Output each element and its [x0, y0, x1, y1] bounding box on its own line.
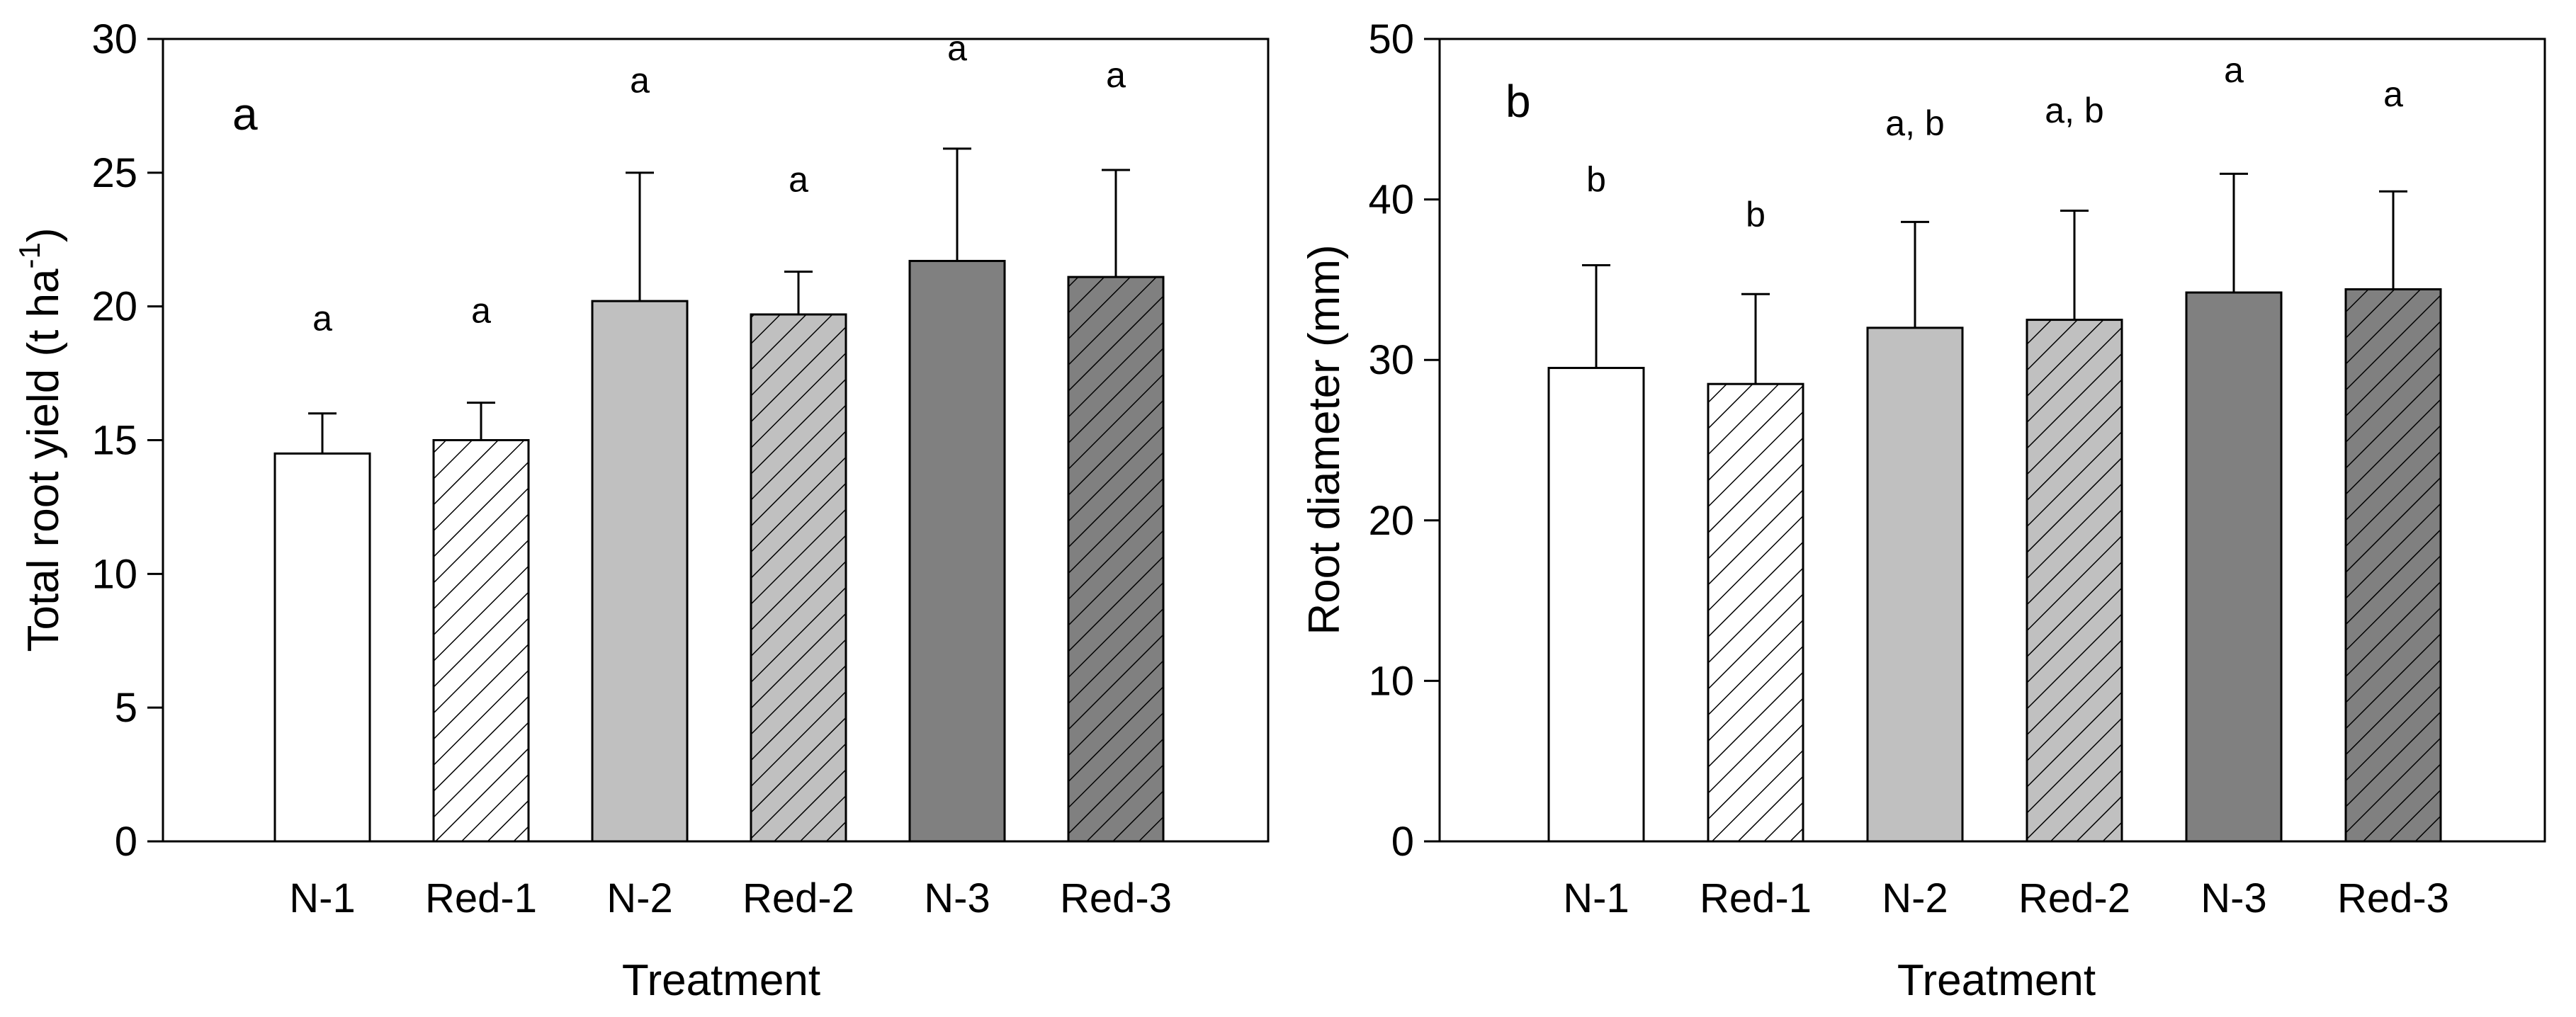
panel-label: b: [1506, 76, 1531, 127]
bar-red-3: [2344, 288, 2442, 843]
significance-label-red-2: a, b: [2045, 91, 2103, 130]
x-tick-label-n-2: N-2: [1882, 875, 1948, 921]
y-tick-label: 40: [1368, 177, 1414, 223]
x-tick-label-red-2: Red-2: [742, 875, 854, 921]
y-tick-label: 25: [91, 150, 137, 196]
panel-label: a: [232, 89, 258, 140]
bar-red-2: [2026, 319, 2123, 843]
x-axis-tick-labels: N-1 Red-1 N-2 Red-2 N-3 Red-3: [289, 875, 1172, 921]
x-tick-label-n-2: N-2: [606, 875, 672, 921]
significance-label-n-2: a: [630, 61, 650, 101]
y-tick-label: 20: [1368, 498, 1414, 544]
bar-red-2: [750, 313, 847, 843]
x-tick-label-red-1: Red-1: [1700, 875, 1812, 921]
y-tick-label: 0: [115, 819, 137, 865]
bar-n-2: [591, 300, 689, 843]
y-axis-ticks: 0 10 20 30 40 50: [1368, 16, 1440, 865]
x-tick-label-n-1: N-1: [1563, 875, 1629, 921]
significance-label-n-1: b: [1586, 159, 1606, 199]
bar-n-2: [1866, 326, 1964, 843]
y-tick-label: 5: [115, 685, 137, 731]
y-tick-label: 10: [1368, 658, 1414, 704]
y-tick-label: 0: [1391, 819, 1414, 865]
x-axis-title: Treatment: [1897, 956, 2096, 1005]
y-tick-label: 10: [91, 551, 137, 597]
y-axis-title: Root diameter (mm): [1300, 244, 1349, 635]
significance-label-red-3: a: [1106, 55, 1126, 95]
x-tick-label-n-3: N-3: [924, 875, 990, 921]
bar-n-1: [1547, 367, 1645, 843]
bars: b b a, b a, b a a: [1547, 50, 2442, 843]
significance-label-n-2: a, b: [1885, 103, 1944, 143]
significance-label-red-1: a: [471, 290, 491, 330]
x-tick-label-n-3: N-3: [2201, 875, 2266, 921]
y-tick-label: 30: [91, 16, 137, 62]
y-axis-title-exponent: -1: [13, 242, 46, 268]
significance-label-red-3: a: [2383, 74, 2403, 114]
bar-n-3: [908, 259, 1006, 843]
y-axis-title: Total root yield (t ha-1): [13, 227, 68, 652]
y-axis-ticks: 0 5 10 15 20 25 30: [91, 16, 163, 865]
bars: a a a a a a: [273, 28, 1165, 843]
significance-label-n-1: a: [312, 299, 332, 339]
x-tick-label-red-2: Red-2: [2018, 875, 2130, 921]
significance-label-n-3: a: [2224, 50, 2244, 90]
significance-label-red-2: a: [789, 159, 808, 199]
bar-n-1: [273, 452, 371, 843]
plot-area-frame: [1438, 38, 2546, 843]
x-tick-label-red-3: Red-3: [2337, 875, 2449, 921]
y-tick-label: 20: [91, 284, 137, 330]
x-tick-label-n-1: N-1: [289, 875, 355, 921]
x-axis-tick-labels: N-1 Red-1 N-2 Red-2 N-3 Red-3: [1563, 875, 2449, 921]
bar-red-1: [1707, 382, 1804, 843]
y-tick-label: 15: [91, 418, 137, 464]
y-tick-label: 30: [1368, 337, 1414, 383]
bar-red-3: [1067, 275, 1165, 843]
y-tick-label: 50: [1368, 16, 1414, 62]
significance-label-n-3: a: [947, 28, 967, 68]
panel-b: b 0 10 20 30 40 50 b b a, b a, b a a N-1 Red-1 N-2 Re…: [1300, 16, 2546, 1005]
bar-n-3: [2185, 291, 2283, 843]
significance-label-red-1: b: [1746, 195, 1766, 234]
x-tick-label-red-3: Red-3: [1060, 875, 1172, 921]
x-axis-title: Treatment: [622, 956, 820, 1005]
bar-red-1: [432, 439, 530, 843]
x-tick-label-red-1: Red-1: [425, 875, 537, 921]
